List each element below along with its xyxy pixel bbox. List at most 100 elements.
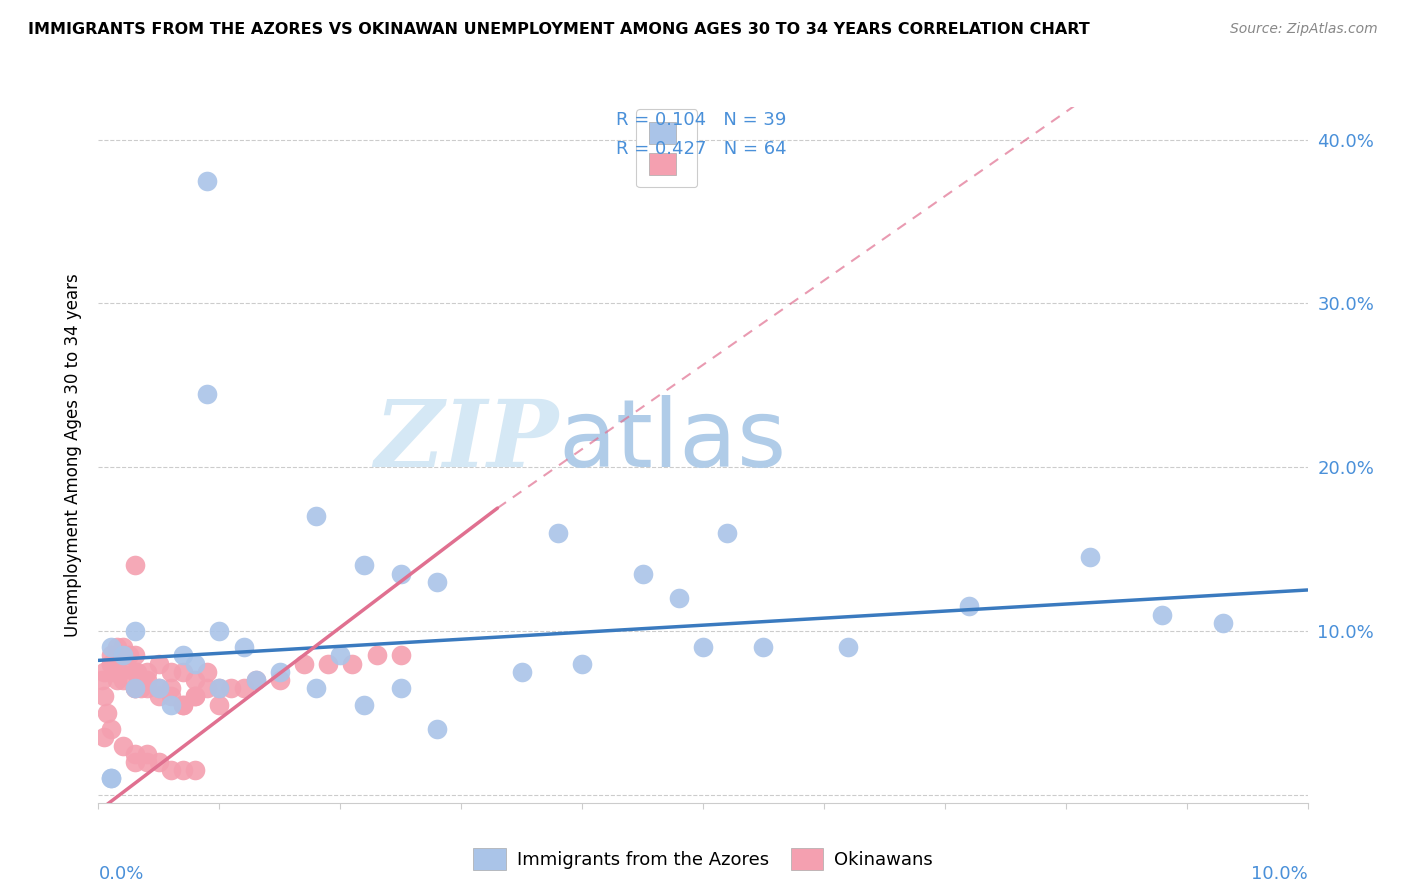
- Point: [100, 771, 122, 785]
- Point: [93, 731, 115, 745]
- Point: [389, 681, 412, 696]
- Point: [114, 657, 136, 671]
- Point: [100, 771, 122, 785]
- Point: [124, 558, 146, 573]
- Point: [105, 640, 128, 655]
- Text: IMMIGRANTS FROM THE AZORES VS OKINAWAN UNEMPLOYMENT AMONG AGES 30 TO 34 YEARS CO: IMMIGRANTS FROM THE AZORES VS OKINAWAN U…: [28, 22, 1090, 37]
- Y-axis label: Unemployment Among Ages 30 to 34 years: Unemployment Among Ages 30 to 34 years: [65, 273, 83, 637]
- Point: [124, 681, 146, 696]
- Point: [510, 665, 533, 679]
- Point: [172, 648, 194, 663]
- Point: [111, 673, 134, 687]
- Point: [208, 624, 231, 638]
- Text: R = 0.104   N = 39: R = 0.104 N = 39: [616, 111, 786, 128]
- Point: [148, 690, 170, 704]
- Text: ZIP: ZIP: [374, 396, 558, 486]
- Point: [195, 681, 218, 696]
- Point: [292, 657, 315, 671]
- Point: [91, 673, 114, 687]
- Point: [160, 690, 183, 704]
- Point: [571, 657, 593, 671]
- Point: [184, 657, 207, 671]
- Point: [1078, 550, 1101, 565]
- Point: [100, 657, 122, 671]
- Point: [111, 648, 134, 663]
- Point: [221, 681, 243, 696]
- Point: [305, 681, 328, 696]
- Point: [105, 648, 128, 663]
- Point: [148, 681, 170, 696]
- Point: [837, 640, 859, 655]
- Point: [245, 673, 267, 687]
- Point: [124, 681, 146, 696]
- Point: [245, 673, 267, 687]
- Point: [195, 665, 218, 679]
- Point: [353, 698, 375, 712]
- Text: Source: ZipAtlas.com: Source: ZipAtlas.com: [1230, 22, 1378, 37]
- Legend: Immigrants from the Azores, Okinawans: Immigrants from the Azores, Okinawans: [467, 841, 939, 877]
- Point: [426, 574, 449, 589]
- Point: [148, 657, 170, 671]
- Point: [135, 681, 157, 696]
- Point: [195, 386, 218, 401]
- Point: [631, 566, 654, 581]
- Point: [148, 681, 170, 696]
- Point: [1152, 607, 1174, 622]
- Point: [195, 174, 218, 188]
- Point: [184, 690, 207, 704]
- Point: [353, 558, 375, 573]
- Point: [269, 665, 291, 679]
- Point: [269, 673, 291, 687]
- Point: [160, 665, 183, 679]
- Point: [124, 747, 146, 761]
- Point: [957, 599, 980, 614]
- Point: [111, 648, 134, 663]
- Point: [111, 739, 134, 753]
- Point: [716, 525, 738, 540]
- Point: [329, 648, 352, 663]
- Point: [172, 698, 194, 712]
- Point: [124, 665, 146, 679]
- Point: [127, 665, 149, 679]
- Point: [389, 648, 412, 663]
- Point: [105, 673, 128, 687]
- Point: [184, 673, 207, 687]
- Point: [124, 681, 146, 696]
- Point: [172, 665, 194, 679]
- Point: [101, 665, 124, 679]
- Point: [692, 640, 714, 655]
- Text: 10.0%: 10.0%: [1251, 865, 1308, 883]
- Point: [135, 747, 157, 761]
- Point: [232, 640, 254, 655]
- Point: [135, 673, 157, 687]
- Point: [100, 657, 122, 671]
- Point: [1212, 615, 1234, 630]
- Point: [389, 566, 412, 581]
- Point: [547, 525, 569, 540]
- Point: [100, 722, 122, 736]
- Point: [208, 698, 231, 712]
- Point: [232, 681, 254, 696]
- Point: [160, 763, 183, 777]
- Point: [172, 698, 194, 712]
- Point: [118, 648, 141, 663]
- Point: [184, 763, 207, 777]
- Point: [668, 591, 690, 606]
- Point: [124, 648, 146, 663]
- Point: [366, 648, 388, 663]
- Point: [96, 706, 118, 720]
- Point: [316, 657, 339, 671]
- Point: [208, 681, 231, 696]
- Point: [93, 690, 115, 704]
- Point: [184, 690, 207, 704]
- Point: [426, 722, 449, 736]
- Point: [208, 681, 231, 696]
- Point: [129, 681, 152, 696]
- Point: [160, 698, 183, 712]
- Point: [111, 640, 134, 655]
- Point: [135, 755, 157, 769]
- Point: [124, 755, 146, 769]
- Point: [342, 657, 364, 671]
- Text: R = 0.427   N = 64: R = 0.427 N = 64: [616, 140, 786, 159]
- Text: atlas: atlas: [558, 395, 786, 487]
